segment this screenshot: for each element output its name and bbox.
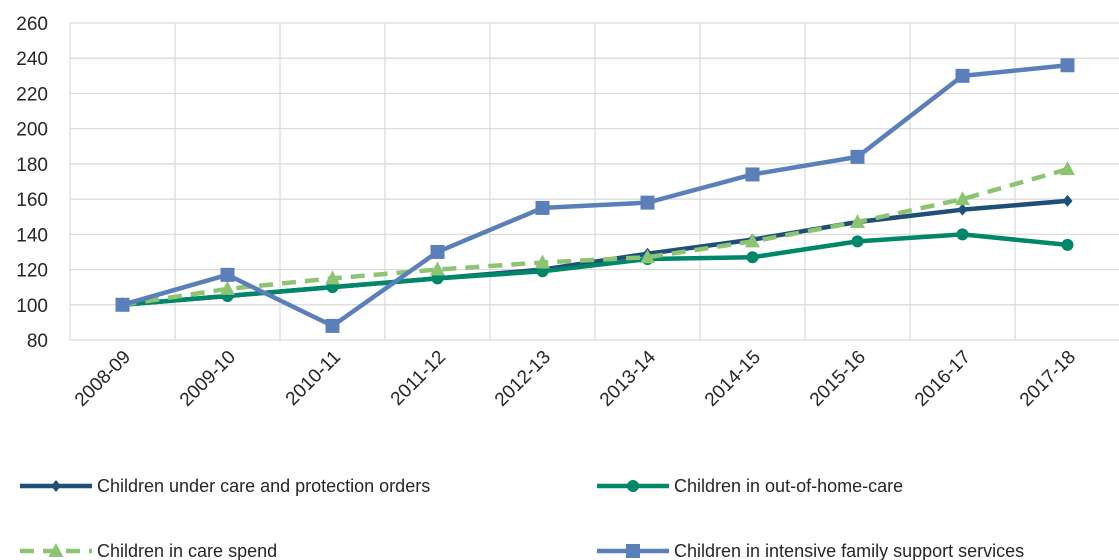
legend-label: Children in care spend [97, 541, 277, 560]
data-point [220, 267, 235, 282]
data-point [430, 244, 445, 259]
data-point [746, 251, 759, 264]
x-tick-label: 2015-16 [806, 347, 870, 411]
y-tick-label: 220 [16, 84, 48, 105]
series-line [122, 167, 1069, 308]
legend: Children under care and protection order… [20, 476, 1024, 560]
data-point [1060, 58, 1075, 73]
data-point [955, 191, 970, 206]
series-3 [115, 161, 1075, 311]
data-point [956, 228, 969, 241]
data-point [745, 167, 760, 182]
series-line [121, 63, 1068, 329]
x-tick-label: 2008-09 [71, 347, 135, 411]
x-tick-label: 2010-11 [282, 347, 345, 410]
y-tick-label: 120 [16, 261, 48, 282]
legend-item: Children under care and protection order… [20, 476, 430, 496]
y-tick-label: 140 [16, 225, 48, 246]
legend-item: Children in intensive family support ser… [597, 541, 1024, 560]
data-point [1061, 238, 1074, 251]
y-tick-label: 100 [16, 296, 48, 317]
data-point [851, 235, 864, 248]
series-4 [115, 58, 1075, 333]
y-axis: 80 100 120 140 160 180 200 220 240 260 [16, 14, 48, 352]
legend-label: Children in out-of-home-care [674, 476, 903, 496]
x-tick-label: 2011-12 [387, 347, 450, 410]
y-tick-label: 160 [16, 190, 48, 211]
legend-item: Children in out-of-home-care [597, 476, 903, 496]
y-tick-label: 80 [27, 331, 48, 352]
x-tick-label: 2013-14 [596, 346, 660, 410]
data-point [955, 68, 970, 83]
data-point [850, 214, 865, 229]
data-point [325, 318, 340, 333]
data-point [640, 249, 655, 264]
data-point [535, 254, 550, 269]
legend-label: Children in intensive family support ser… [674, 541, 1024, 560]
x-tick-label: 2012-13 [491, 347, 555, 411]
legend-item: Children in care spend [20, 541, 277, 560]
y-tick-label: 260 [16, 14, 48, 35]
data-point [1060, 161, 1075, 176]
data-point [220, 280, 235, 295]
data-point [640, 195, 655, 210]
x-tick-label: 2009-10 [176, 347, 240, 411]
legend-marker [48, 543, 64, 557]
legend-marker [627, 480, 639, 492]
data-point [430, 261, 445, 276]
data-point [745, 233, 760, 248]
x-tick-label: 2016-17 [911, 347, 975, 411]
data-point [957, 203, 968, 216]
series-line [122, 232, 1068, 308]
y-tick-label: 200 [16, 120, 48, 141]
y-tick-label: 180 [16, 155, 48, 176]
data-point [1062, 194, 1073, 207]
x-tick-label: 2014-15 [701, 347, 765, 411]
x-axis: 2008-09 2009-10 2010-11 2011-12 2012-13 2013-… [71, 346, 1080, 410]
data-point [850, 149, 865, 164]
legend-label: Children under care and protection order… [97, 476, 430, 496]
x-tick-label: 2017-18 [1016, 347, 1080, 411]
legend-marker [51, 480, 61, 492]
legend-marker [626, 544, 640, 558]
data-point [325, 270, 340, 285]
series-group [115, 58, 1075, 333]
y-tick-label: 240 [16, 49, 48, 70]
data-point [535, 200, 550, 215]
data-point [115, 297, 130, 312]
